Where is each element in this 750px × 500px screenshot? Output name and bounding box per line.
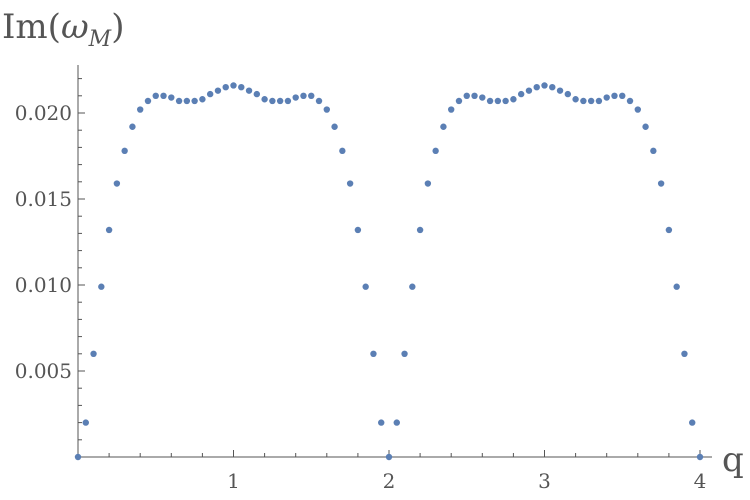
data-point	[440, 123, 447, 130]
data-point	[696, 453, 704, 461]
data-point	[378, 419, 385, 426]
data-point	[175, 97, 183, 105]
data-point	[152, 92, 159, 100]
data-point	[603, 94, 610, 101]
data-point	[494, 97, 502, 105]
data-point	[339, 147, 346, 155]
data-point	[533, 84, 540, 91]
data-point	[362, 283, 369, 290]
data-point	[308, 92, 315, 100]
data-point	[549, 84, 556, 91]
y-tick-label: 0.020	[15, 101, 72, 125]
data-point	[245, 87, 253, 94]
data-point	[300, 92, 307, 100]
data-point	[253, 90, 261, 98]
data-point	[416, 226, 424, 234]
data-point	[401, 350, 408, 357]
data-point	[619, 92, 626, 100]
data-point	[315, 97, 323, 105]
data-point	[517, 90, 525, 98]
data-point	[222, 84, 229, 91]
data-point	[121, 147, 128, 155]
data-point	[331, 123, 338, 130]
data-point	[137, 106, 144, 113]
data-point	[595, 97, 603, 105]
data-point	[626, 97, 634, 105]
x-tick-label: 4	[694, 469, 707, 493]
data-point	[168, 94, 175, 101]
data-point	[455, 97, 463, 105]
data-point	[284, 97, 292, 105]
data-point	[681, 350, 688, 357]
data-point	[642, 123, 649, 130]
data-point	[611, 92, 618, 100]
data-point	[230, 82, 237, 89]
data-point	[346, 180, 354, 187]
data-point	[129, 123, 136, 130]
data-point	[160, 92, 167, 100]
data-point	[424, 180, 432, 187]
data-point	[463, 92, 470, 100]
data-point	[471, 92, 478, 100]
data-point	[541, 82, 548, 89]
data-point	[183, 97, 191, 105]
data-point	[572, 96, 579, 103]
y-tick-label: 0.010	[15, 273, 72, 297]
data-point	[292, 94, 299, 101]
data-point	[323, 106, 330, 113]
x-axis-label: q	[722, 440, 744, 480]
data-point	[564, 90, 572, 98]
data-point	[448, 106, 455, 113]
axes	[77, 65, 712, 458]
data-point	[269, 97, 276, 105]
data-point	[74, 453, 82, 461]
data-point	[261, 96, 268, 103]
data-point	[486, 97, 494, 105]
x-tick-label: 2	[383, 469, 396, 493]
data-point	[634, 106, 641, 113]
data-point	[370, 350, 377, 357]
data-point	[105, 226, 113, 234]
ticks: 1 2 3 4 0.005 0.010 0.015 0.020	[15, 78, 707, 493]
x-tick-label: 3	[538, 469, 551, 493]
data-point	[199, 96, 206, 103]
y-axis-label: Im(ωM)	[2, 7, 124, 52]
data-point	[665, 226, 673, 234]
data-point	[510, 96, 517, 103]
data-point	[650, 147, 657, 155]
data-point	[580, 97, 587, 105]
y-tick-label: 0.015	[15, 187, 72, 211]
data-point	[191, 97, 198, 105]
data-point	[144, 97, 152, 105]
data-point	[385, 453, 393, 461]
data-point	[479, 94, 486, 101]
data-point	[393, 419, 400, 426]
data-point	[409, 283, 416, 290]
data-point	[113, 180, 121, 187]
x-tick-label: 1	[227, 469, 240, 493]
data-point	[82, 419, 89, 426]
data-point	[587, 97, 595, 105]
data-point	[276, 97, 284, 105]
data-point	[98, 283, 105, 290]
data-points	[74, 82, 704, 461]
data-point	[525, 87, 533, 94]
data-point	[689, 419, 696, 426]
data-point	[673, 283, 680, 290]
data-point	[238, 84, 245, 91]
data-point	[90, 350, 97, 357]
y-tick-label: 0.005	[15, 359, 72, 383]
data-point	[556, 87, 564, 94]
data-point	[206, 90, 214, 98]
data-point	[214, 87, 222, 94]
data-point	[432, 147, 439, 155]
data-point	[502, 97, 509, 105]
data-point	[354, 226, 362, 234]
data-point	[657, 180, 665, 187]
